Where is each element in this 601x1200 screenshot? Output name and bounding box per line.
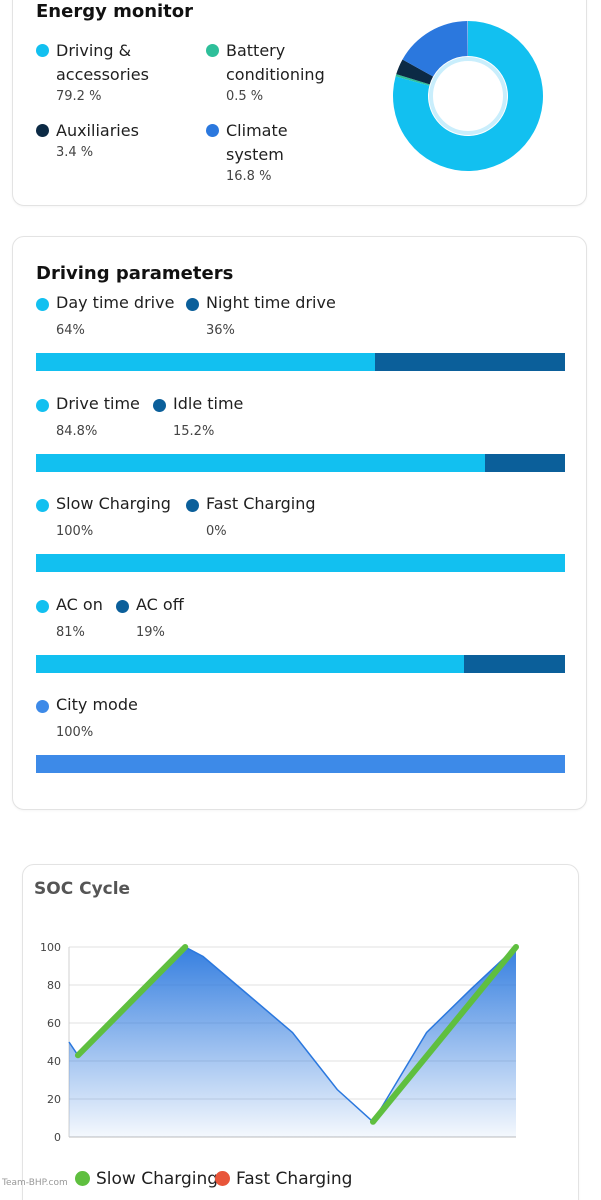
soc-cycle-title: SOC Cycle (34, 879, 131, 899)
bar-segment (36, 453, 485, 472)
legend-dot (116, 599, 129, 613)
legend-dot (36, 599, 49, 613)
y-tick-label: 80 (47, 979, 61, 992)
parameter-label: City mode (56, 695, 138, 714)
parameter-bar (36, 654, 565, 673)
legend-dot-slow (75, 1171, 90, 1186)
slow-charging-segment (74, 944, 189, 1059)
bar-segment (484, 453, 565, 472)
legend-dot (36, 44, 49, 57)
bar-segment (36, 654, 465, 673)
legend-label: Driving & accessories (56, 41, 149, 84)
parameter-bar (36, 353, 565, 371)
y-tick-label: 60 (47, 1017, 61, 1030)
parameter-value: 81% (56, 624, 85, 640)
parameter-value: 100% (56, 725, 94, 740)
parameter-value: 15.2% (173, 423, 215, 439)
energy-donut-chart (393, 21, 543, 172)
legend-dot (36, 298, 49, 311)
parameter-bar (36, 755, 565, 773)
legend-dot (186, 298, 199, 311)
watermark: Team-BHP.com (2, 1178, 68, 1188)
legend-value: 79.2 % (56, 89, 102, 104)
energy-monitor-card: Energy monitor Driving & accessories 79.2… (12, 0, 587, 206)
soc-chart: 0 20 40 60 80 100 (40, 941, 519, 1144)
parameter-label: AC on (56, 594, 103, 614)
parameter-value: 64% (56, 323, 85, 338)
bar-segment (36, 353, 375, 371)
legend-value: 3.4 % (56, 145, 94, 160)
legend-dot (153, 398, 166, 412)
parameter-label: Slow Charging (56, 494, 171, 513)
donut-hole (429, 57, 507, 135)
donut-slice (393, 21, 543, 172)
slow-charging-segment (369, 944, 519, 1125)
soc-area (69, 947, 516, 1137)
legend-dot (186, 499, 199, 512)
legend-slow-charging: Slow Charging (75, 1169, 218, 1189)
legend-dot (36, 499, 49, 512)
parameter-label: Idle time (173, 393, 244, 413)
donut-slice (395, 74, 430, 86)
y-tick-label: 0 (54, 1131, 61, 1144)
legend-dot-fast (215, 1171, 230, 1186)
legend-fast-charging: Fast Charging (215, 1169, 352, 1189)
parameter-label: Night time drive (206, 293, 336, 312)
legend-dot (36, 124, 49, 137)
legend-label: Auxiliaries (56, 121, 139, 140)
legend-dot (206, 124, 219, 137)
legend-label-fast: Fast Charging (236, 1169, 353, 1189)
driving-parameters-title: Driving parameters (36, 263, 234, 284)
donut-slice (402, 21, 468, 77)
legend-label: Climate system (226, 121, 288, 164)
parameter-bar (36, 453, 565, 472)
legend-dot (206, 44, 219, 57)
y-tick-label: 20 (47, 1093, 61, 1106)
legend-dot (36, 700, 49, 713)
legend-label-slow: Slow Charging (96, 1169, 219, 1189)
legend-value: 0.5 % (226, 89, 264, 104)
legend-label: Battery conditioning (226, 41, 325, 84)
legend-dot (36, 398, 49, 412)
parameter-value: 19% (136, 624, 165, 640)
parameter-label: Drive time (56, 393, 140, 413)
parameter-label: Day time drive (56, 293, 175, 312)
parameter-label: Fast Charging (206, 494, 316, 513)
parameter-label: AC off (136, 594, 184, 614)
parameter-bar (36, 554, 565, 572)
y-tick-label: 40 (47, 1055, 61, 1068)
soc-cycle-card: SOC Cycle 0 20 40 60 80 100 Slow Charging Fas… (22, 864, 579, 1200)
parameter-value: 84.8% (56, 423, 98, 439)
legend-value: 16.8 % (226, 169, 272, 184)
energy-monitor-title: Energy monitor (36, 1, 194, 22)
driving-parameters-card: Driving parameters Day time drive 64% Nigh… (12, 236, 587, 810)
bar-segment (36, 554, 565, 572)
parameter-value: 100% (56, 524, 94, 539)
donut-slice (396, 59, 434, 85)
bar-segment (374, 353, 565, 371)
bar-segment (464, 654, 565, 673)
y-tick-label: 100 (40, 941, 61, 954)
bar-segment (36, 755, 565, 773)
parameter-value: 36% (206, 323, 235, 338)
parameter-value: 0% (206, 524, 227, 539)
